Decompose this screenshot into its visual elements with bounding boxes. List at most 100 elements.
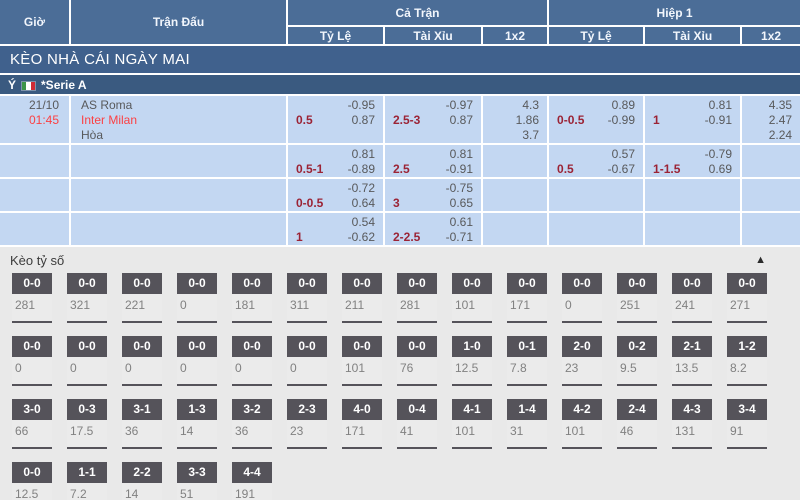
h1-handicap-cell[interactable]: 0.89 0-0.5 -0.99 — [549, 96, 646, 145]
score-odds-box[interactable]: 0-0 311 — [287, 273, 327, 323]
ft-1x2-cell[interactable] — [483, 145, 550, 179]
h1-handicap-cell[interactable] — [549, 179, 646, 213]
ft-handicap-cell[interactable]: -0.72 0-0.5 0.64 — [288, 179, 385, 213]
score-label: 0-0 — [562, 273, 602, 294]
score-label: 0-0 — [232, 273, 272, 294]
h1-1x2-cell[interactable] — [742, 145, 800, 179]
score-odds-box[interactable]: 0-0 0 — [67, 336, 107, 386]
score-odds-box[interactable]: 3-0 66 — [12, 399, 52, 449]
score-odds-value: 46 — [620, 424, 634, 438]
score-odds-box[interactable]: 0-0 0 — [562, 273, 602, 323]
ft-1x2-cell[interactable] — [483, 213, 550, 247]
score-odds-box[interactable]: 1-3 14 — [177, 399, 217, 449]
score-odds-box[interactable]: 3-4 91 — [727, 399, 767, 449]
odds-row: 0.54 1 -0.62 0.61 2-2.5 -0.71 — [0, 213, 800, 247]
odds-value: 0.81 — [351, 147, 375, 161]
h1-overunder-cell[interactable]: 0.81 1 -0.91 — [645, 96, 743, 145]
odds-value: 3.7 — [522, 128, 540, 142]
score-label: 0-0 — [12, 462, 52, 483]
score-odds-box[interactable]: 0-0 221 — [122, 273, 162, 323]
score-odds-box[interactable]: 0-0 12.5 — [12, 462, 52, 500]
score-label: 0-0 — [287, 336, 327, 357]
odds-value: 0.64 — [351, 196, 375, 210]
score-odds-box[interactable]: 0-0 101 — [342, 336, 382, 386]
h1-handicap-cell[interactable]: 0.57 0.5 -0.67 — [549, 145, 646, 179]
score-odds-value: 0 — [15, 361, 22, 375]
score-odds-box[interactable]: 0-0 0 — [232, 336, 272, 386]
score-odds-box[interactable]: 1-2 8.2 — [727, 336, 767, 386]
score-odds-box[interactable]: 0-2 9.5 — [617, 336, 657, 386]
score-odds-box[interactable]: 0-0 281 — [12, 273, 52, 323]
ft-handicap-cell[interactable]: 0.54 1 -0.62 — [288, 213, 385, 247]
score-odds-value: 31 — [510, 424, 524, 438]
ft-1x2-cell[interactable]: 4.3 1.86 3.7 — [483, 96, 550, 145]
score-odds-box[interactable]: 1-0 12.5 — [452, 336, 492, 386]
score-odds-box[interactable]: 0-0 281 — [397, 273, 437, 323]
score-odds-box[interactable]: 0-0 251 — [617, 273, 657, 323]
score-odds-box[interactable]: 2-4 46 — [617, 399, 657, 449]
h1-1x2-cell[interactable] — [742, 179, 800, 213]
ft-overunder-cell[interactable]: -0.75 3 0.65 — [385, 179, 483, 213]
score-odds-box[interactable]: 1-4 31 — [507, 399, 547, 449]
score-odds-box[interactable]: 4-2 101 — [562, 399, 602, 449]
score-odds-box[interactable]: 4-3 131 — [672, 399, 712, 449]
h1-overunder-cell[interactable] — [645, 179, 743, 213]
score-odds-value: 7.2 — [70, 487, 87, 500]
ft-overunder-cell[interactable]: 0.61 2-2.5 -0.71 — [385, 213, 483, 247]
odds-value: 4.3 — [522, 98, 540, 112]
score-odds-box[interactable]: 0-0 321 — [67, 273, 107, 323]
score-label: 0-0 — [287, 273, 327, 294]
score-odds-box[interactable]: 0-0 0 — [177, 336, 217, 386]
score-odds-box[interactable]: 0-0 0 — [122, 336, 162, 386]
score-row: 0-0 281 0-0 321 0-0 221 0-0 0 0-0 181 — [0, 273, 800, 323]
score-label: 3-3 — [177, 462, 217, 483]
draw-label: Hòa — [81, 128, 104, 142]
score-odds-value: 101 — [455, 298, 476, 312]
h1-overunder-cell[interactable] — [645, 213, 743, 247]
score-odds-box[interactable]: 3-2 36 — [232, 399, 272, 449]
ft-handicap-cell[interactable]: 0.81 0.5-1 -0.89 — [288, 145, 385, 179]
score-label: 0-0 — [617, 273, 657, 294]
ft-overunder-cell[interactable]: -0.97 2.5-3 0.87 — [385, 96, 483, 145]
score-odds-box[interactable]: 4-0 171 — [342, 399, 382, 449]
score-odds-box[interactable]: 1-1 7.2 — [67, 462, 107, 500]
score-odds-box[interactable]: 0-0 101 — [452, 273, 492, 323]
score-odds-box[interactable]: 0-0 271 — [727, 273, 767, 323]
league-row[interactable]: Ý *Serie A — [0, 75, 800, 96]
collapse-up-icon[interactable]: ▲ — [755, 254, 766, 266]
odds-value: -0.62 — [347, 230, 375, 244]
h1-overunder-cell[interactable]: -0.79 1-1.5 0.69 — [645, 145, 743, 179]
score-odds-box[interactable]: 4-4 191 — [232, 462, 272, 500]
score-odds-box[interactable]: 0-0 0 — [287, 336, 327, 386]
score-odds-box[interactable]: 0-0 241 — [672, 273, 712, 323]
odds-value: -0.89 — [347, 162, 375, 176]
score-odds-box[interactable]: 0-4 41 — [397, 399, 437, 449]
ft-overunder-cell[interactable]: 0.81 2.5 -0.91 — [385, 145, 483, 179]
h1-1x2-cell[interactable]: 4.35 2.47 2.24 — [742, 96, 800, 145]
score-odds-box[interactable]: 3-1 36 — [122, 399, 162, 449]
ft-handicap-cell[interactable]: -0.95 0.5 0.87 — [288, 96, 385, 145]
score-odds-box[interactable]: 0-3 17.5 — [67, 399, 107, 449]
score-odds-box[interactable]: 2-0 23 — [562, 336, 602, 386]
score-odds-value: 91 — [730, 424, 744, 438]
score-odds-box[interactable]: 0-0 171 — [507, 273, 547, 323]
score-odds-value: 131 — [675, 424, 696, 438]
score-label: 0-0 — [397, 273, 437, 294]
score-label: 0-0 — [177, 273, 217, 294]
h1-1x2-cell[interactable] — [742, 213, 800, 247]
match-teams-cell — [71, 145, 288, 179]
score-odds-box[interactable]: 3-3 51 — [177, 462, 217, 500]
ft-1x2-cell[interactable] — [483, 179, 550, 213]
score-odds-box[interactable]: 2-3 23 — [287, 399, 327, 449]
score-odds-box[interactable]: 0-0 181 — [232, 273, 272, 323]
score-odds-box[interactable]: 4-1 101 — [452, 399, 492, 449]
score-odds-box[interactable]: 0-0 76 — [397, 336, 437, 386]
score-odds-box[interactable]: 0-0 0 — [12, 336, 52, 386]
score-odds-box[interactable]: 2-2 14 — [122, 462, 162, 500]
score-odds-box[interactable]: 0-0 211 — [342, 273, 382, 323]
h1-handicap-cell[interactable] — [549, 213, 646, 247]
score-odds-box[interactable]: 0-0 0 — [177, 273, 217, 323]
score-label: 1-0 — [452, 336, 492, 357]
score-odds-box[interactable]: 2-1 13.5 — [672, 336, 712, 386]
score-odds-box[interactable]: 0-1 7.8 — [507, 336, 547, 386]
